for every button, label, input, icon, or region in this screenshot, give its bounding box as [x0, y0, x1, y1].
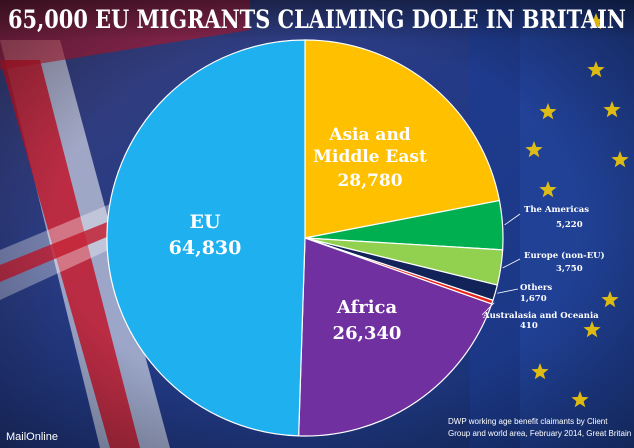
slice-label: Others	[520, 283, 552, 293]
chart-title: 65,000 EU MIGRANTS CLAIMING DOLE IN BRIT…	[8, 5, 626, 34]
slice-value-label: 64,830	[169, 237, 242, 259]
leader-line	[481, 302, 495, 316]
slice-label: EU	[189, 211, 220, 233]
slice-value-label: 3,750	[556, 264, 583, 274]
pie-slice-6	[106, 39, 306, 437]
star-icon	[531, 363, 549, 380]
leader-line	[504, 213, 521, 226]
star-icon	[571, 391, 589, 408]
slice-value-label: 410	[520, 321, 538, 331]
slice-label: Middle East	[313, 147, 427, 167]
source-line-2: Group and world area, February 2014, Gre…	[448, 429, 631, 438]
slice-label: Europe (non-EU)	[524, 250, 605, 261]
leader-line	[502, 258, 521, 269]
star-icon	[583, 321, 601, 338]
slice-value-label: 26,340	[333, 323, 402, 344]
pie-slice-5	[298, 237, 493, 437]
pie-slices	[106, 39, 504, 437]
star-icon	[611, 151, 629, 168]
slice-value-label: 5,220	[556, 220, 583, 230]
leader-line	[497, 288, 519, 294]
star-icon	[603, 101, 621, 118]
slice-value-label: 1,670	[520, 294, 547, 304]
slice-label: Australasia and Oceania	[482, 311, 599, 321]
star-icon	[539, 103, 557, 120]
star-icon	[525, 141, 543, 158]
slice-value-label: 28,780	[337, 171, 402, 191]
brand-name: MailOnline	[6, 431, 58, 443]
mailonline-logo: MailOnline	[6, 431, 58, 443]
slice-label: Asia and	[328, 125, 411, 145]
leader-lines	[481, 213, 521, 316]
star-icon	[601, 291, 619, 308]
star-icon	[587, 61, 605, 78]
source-line-1: DWP working age benefit claimants by Cli…	[448, 417, 608, 426]
slice-label: The Americas	[524, 205, 589, 215]
pie-slice-0	[304, 39, 501, 239]
star-icon	[539, 181, 557, 198]
star-icon	[587, 13, 605, 30]
slice-label: Africa	[336, 297, 398, 318]
